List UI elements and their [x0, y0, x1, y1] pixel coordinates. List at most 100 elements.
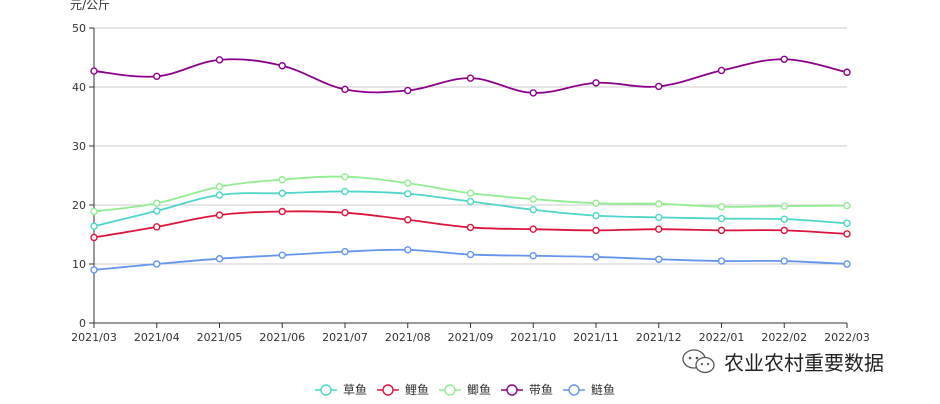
y-axis-unit-label: 元/公斤 [70, 0, 110, 12]
data-point[interactable] [278, 189, 286, 197]
legend[interactable]: 草鱼 鲤鱼 鲫鱼 带鱼 鲢鱼 [315, 382, 615, 397]
data-point[interactable] [529, 252, 537, 260]
data-point[interactable] [592, 226, 600, 235]
data-point[interactable] [90, 207, 98, 216]
data-point[interactable] [717, 214, 726, 223]
legend-swatch-marker [506, 384, 518, 396]
data-point[interactable] [153, 72, 161, 81]
data-point[interactable] [592, 199, 600, 207]
data-point[interactable] [404, 190, 412, 198]
data-point[interactable] [341, 187, 349, 196]
data-point[interactable] [215, 254, 224, 263]
data-point[interactable] [341, 85, 349, 94]
data-point[interactable] [529, 195, 537, 203]
data-point[interactable] [278, 251, 286, 259]
data-point[interactable] [780, 257, 788, 265]
data-point[interactable] [341, 172, 349, 181]
legend-label: 鲫鱼 [467, 383, 491, 397]
data-point[interactable] [592, 211, 600, 220]
data-point[interactable] [215, 191, 224, 199]
data-point[interactable] [153, 223, 161, 231]
data-point[interactable] [404, 179, 412, 187]
data-point[interactable] [592, 253, 600, 261]
legend-swatch-marker [444, 384, 456, 396]
y-tick-label: 50 [72, 22, 86, 35]
x-tick-label: 2021/10 [510, 331, 556, 344]
data-point[interactable] [655, 82, 663, 91]
data-point[interactable] [655, 255, 663, 263]
y-tick-label: 30 [72, 140, 86, 153]
y-tick-label: 0 [79, 317, 86, 330]
legend-item[interactable]: 鲤鱼 [377, 383, 429, 397]
data-point[interactable] [717, 66, 726, 75]
data-point[interactable] [278, 175, 286, 184]
data-point[interactable] [843, 230, 851, 238]
data-point[interactable] [655, 213, 663, 222]
data-point[interactable] [843, 219, 851, 227]
data-point[interactable] [529, 89, 537, 97]
data-point[interactable] [466, 250, 475, 259]
x-tick-label: 2021/11 [573, 331, 619, 344]
data-point[interactable] [466, 189, 475, 197]
data-point[interactable] [215, 211, 224, 219]
x-tick-label: 2021/09 [448, 331, 494, 344]
data-point[interactable] [717, 203, 726, 211]
legend-swatch-marker [382, 384, 394, 396]
data-point[interactable] [404, 246, 412, 254]
x-tick-label: 2022/01 [699, 331, 745, 344]
data-point[interactable] [90, 266, 98, 274]
series-4 [90, 246, 851, 274]
legend-label: 鲢鱼 [591, 382, 615, 397]
y-tick-label: 40 [72, 81, 86, 94]
data-point[interactable] [90, 222, 98, 230]
legend-item[interactable]: 草鱼 [315, 383, 367, 397]
data-point[interactable] [780, 226, 788, 235]
data-point[interactable] [717, 257, 726, 265]
legend-item[interactable]: 带鱼 [501, 383, 553, 397]
x-tick-label: 2022/02 [761, 331, 807, 344]
data-point[interactable] [153, 207, 161, 215]
data-point[interactable] [90, 67, 98, 75]
data-point[interactable] [717, 226, 726, 235]
data-point[interactable] [153, 260, 161, 268]
legend-label: 草鱼 [343, 383, 367, 397]
legend-label: 鲤鱼 [405, 383, 429, 397]
series-2 [90, 172, 851, 216]
legend-label: 带鱼 [529, 383, 553, 397]
data-point[interactable] [466, 74, 475, 82]
data-point[interactable] [341, 208, 349, 217]
data-point[interactable] [278, 207, 286, 216]
data-point[interactable] [780, 202, 788, 210]
data-point[interactable] [215, 56, 224, 64]
data-point[interactable] [466, 197, 475, 206]
data-point[interactable] [404, 216, 412, 224]
data-point[interactable] [153, 199, 161, 207]
data-point[interactable] [215, 183, 224, 191]
data-point[interactable] [529, 225, 537, 233]
axes: 0 10 20 30 40 50 2021/03 2021/04 2021/05 2021/06 2… [71, 22, 870, 344]
data-point[interactable] [592, 79, 600, 87]
data-point[interactable] [843, 260, 851, 268]
x-tick-label: 2021/05 [197, 331, 243, 344]
data-point[interactable] [466, 223, 475, 232]
data-point[interactable] [655, 225, 663, 233]
data-point[interactable] [780, 55, 788, 63]
data-point[interactable] [404, 86, 412, 95]
x-tick-label: 2021/07 [322, 331, 368, 344]
data-point[interactable] [341, 247, 349, 256]
data-point[interactable] [843, 201, 851, 210]
data-point[interactable] [90, 233, 98, 242]
data-point[interactable] [529, 206, 537, 214]
data-point[interactable] [780, 215, 788, 223]
data-point[interactable] [278, 62, 286, 70]
data-point[interactable] [843, 68, 851, 76]
data-point[interactable] [655, 200, 663, 208]
series-0 [90, 187, 851, 230]
legend-item[interactable]: 鲫鱼 [439, 383, 491, 397]
watermark-text: 农业农村重要数据 [724, 351, 884, 375]
x-tick-label: 2021/03 [71, 331, 117, 344]
legend-item[interactable]: 鲢鱼 [563, 382, 615, 397]
x-tick-label: 2021/04 [134, 331, 180, 344]
wechat-icon [682, 349, 715, 374]
